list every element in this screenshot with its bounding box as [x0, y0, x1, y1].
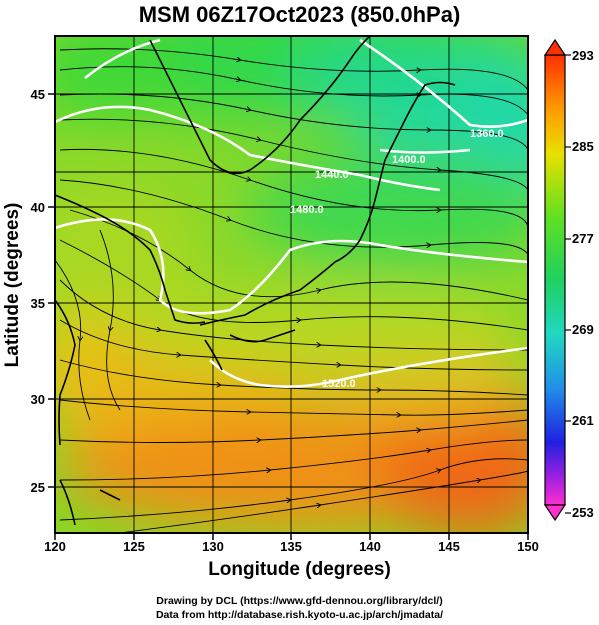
contour-label: 1480.0 — [290, 204, 324, 216]
x-tick-label: 150 — [517, 539, 539, 554]
coastlines — [55, 36, 456, 526]
contour-label: 1360.0 — [470, 128, 504, 140]
colorbar-bottom-arrow — [543, 504, 567, 522]
x-tick-label: 130 — [202, 539, 224, 554]
colorbar: 293 285 277 269 261 253 — [543, 38, 594, 522]
tick-marks — [48, 93, 529, 540]
streamlines — [55, 48, 528, 533]
y-tick-label: 25 — [31, 480, 45, 495]
map-title: MSM 06Z17Oct2023 (850.0hPa) — [138, 2, 461, 27]
y-tick-label: 45 — [31, 87, 45, 102]
x-tick-label: 135 — [280, 539, 302, 554]
colorbar-tick-label: 277 — [572, 231, 594, 246]
colorbar-tick-label: 269 — [572, 322, 594, 337]
colorbar-tick-label: 285 — [572, 139, 594, 154]
x-tick-label: 120 — [44, 539, 66, 554]
colorbar-tick-label: 261 — [572, 413, 594, 428]
colorbar-tick-label: 293 — [572, 48, 594, 63]
y-tick-label: 40 — [31, 200, 45, 215]
x-tick-label: 145 — [438, 539, 460, 554]
credit-drawing: Drawing by DCL (https://www.gfd-dennou.o… — [156, 595, 443, 607]
credit-data: Data from http://database.rish.kyoto-u.a… — [155, 609, 444, 621]
height-contours — [55, 38, 528, 388]
contour-label: 1520.0 — [322, 378, 356, 390]
y-tick-labels: 25 30 35 40 45 — [31, 87, 45, 495]
contour-label: 1400.0 — [392, 154, 426, 166]
x-tick-label: 140 — [359, 539, 381, 554]
x-tick-label: 125 — [123, 539, 145, 554]
colorbar-body — [544, 54, 566, 506]
y-tick-label: 35 — [31, 296, 45, 311]
colorbar-tick-label: 253 — [572, 505, 594, 520]
contour-label: 1440.0 — [315, 169, 349, 181]
contour-labels: 1360.0 1400.0 1440.0 1480.0 1520.0 — [290, 128, 504, 390]
colorbar-top-arrow — [543, 38, 567, 56]
y-tick-label: 30 — [31, 392, 45, 407]
x-axis-label: Longitude (degrees) — [208, 559, 391, 580]
y-axis-label: Latitude (degrees) — [2, 202, 23, 368]
x-tick-labels: 120 125 130 135 140 145 150 — [44, 539, 539, 554]
